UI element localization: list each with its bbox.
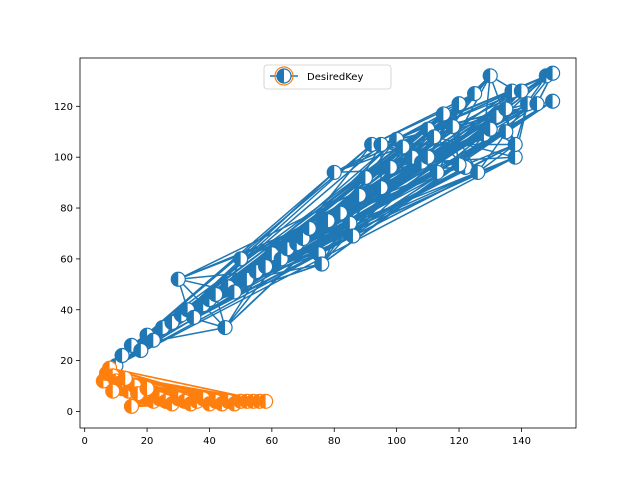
data-point <box>513 83 530 99</box>
data-point <box>482 68 498 84</box>
legend-label: DesiredKey <box>307 72 363 83</box>
data-point <box>186 309 202 325</box>
y-axis: 0 20 40 60 80 100 120 <box>54 102 80 418</box>
data-point <box>320 213 336 229</box>
data-point <box>258 258 274 275</box>
data-point <box>373 136 389 153</box>
data-point <box>351 187 367 203</box>
series-layer <box>95 65 561 414</box>
data-point <box>117 370 133 387</box>
data-point <box>482 121 498 137</box>
data-point <box>139 380 155 397</box>
data-point <box>226 284 243 300</box>
data-point <box>217 319 233 336</box>
plot-frame <box>79 57 577 429</box>
data-point <box>301 220 317 236</box>
y-tick-label: 0 <box>67 407 73 418</box>
data-point <box>420 149 436 165</box>
x-tick-label: 100 <box>387 436 406 447</box>
x-tick-label: 40 <box>203 436 216 447</box>
data-point <box>467 86 483 102</box>
legend-marker-ring <box>274 66 294 86</box>
data-point <box>233 251 249 267</box>
data-point <box>114 347 130 364</box>
legend-box <box>263 64 392 90</box>
y-tick-label: 100 <box>54 153 73 164</box>
data-point <box>395 139 411 155</box>
data-point <box>208 286 224 303</box>
data-point <box>435 106 452 122</box>
legend-marker-circle <box>276 68 292 84</box>
data-point <box>133 342 149 359</box>
data-point <box>373 180 389 196</box>
y-tick-label: 40 <box>60 305 73 316</box>
x-axis: 0 20 40 60 80 100 120 140 <box>81 428 531 447</box>
data-point <box>545 65 561 81</box>
data-point <box>258 393 274 409</box>
data-point <box>507 149 523 165</box>
data-point <box>545 93 561 109</box>
data-point <box>145 332 161 348</box>
data-point <box>326 164 342 181</box>
data-point <box>123 398 140 414</box>
data-point <box>105 383 121 399</box>
x-tick-label: 140 <box>512 436 531 447</box>
series-1 <box>95 360 274 414</box>
data-point <box>529 96 545 112</box>
data-point <box>451 96 467 112</box>
data-point <box>470 164 486 181</box>
data-point <box>170 271 186 287</box>
data-point <box>498 101 514 117</box>
x-tick-label: 80 <box>328 436 341 447</box>
data-point <box>451 157 467 173</box>
data-point <box>507 136 523 153</box>
x-tick-label: 20 <box>141 436 154 447</box>
legend: DesiredKey <box>263 64 392 90</box>
legend-marker-icon <box>274 66 294 86</box>
data-point <box>357 169 374 186</box>
data-point <box>498 124 514 140</box>
data-point <box>429 164 445 181</box>
x-tick-label: 60 <box>265 436 278 447</box>
data-point <box>426 129 442 145</box>
data-point <box>345 228 361 244</box>
y-tick-label: 20 <box>60 356 73 367</box>
y-tick-label: 80 <box>60 204 73 215</box>
data-point <box>382 159 398 175</box>
x-tick-label: 0 <box>81 436 87 447</box>
x-tick-label: 120 <box>449 436 468 447</box>
data-point <box>332 205 349 221</box>
data-point <box>342 215 358 231</box>
y-tick-label: 120 <box>54 102 73 113</box>
data-point <box>314 256 330 272</box>
y-tick-label: 60 <box>60 254 73 265</box>
data-point <box>445 119 461 135</box>
series-0 <box>108 65 561 374</box>
